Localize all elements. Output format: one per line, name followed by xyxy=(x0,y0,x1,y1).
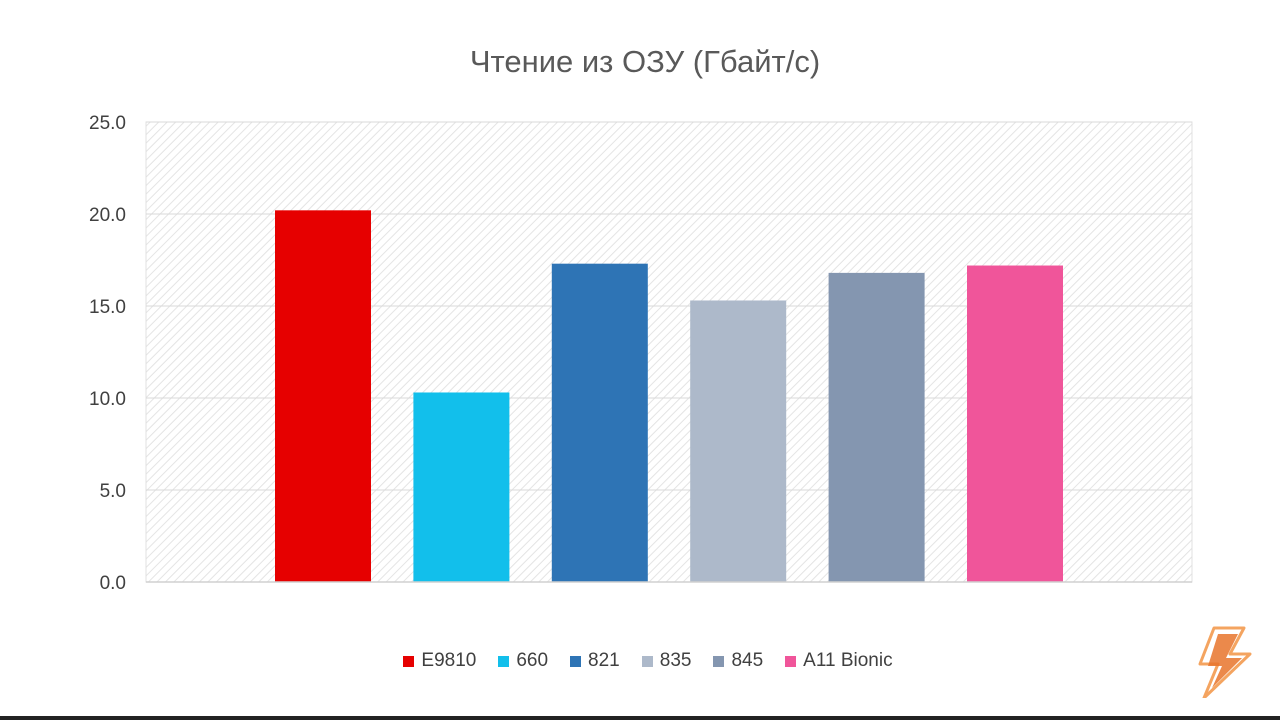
legend-label: 660 xyxy=(516,650,549,671)
y-tick-label: 5.0 xyxy=(100,481,126,502)
legend-item: A11 Bionic xyxy=(785,650,893,672)
legend-item: E9810 xyxy=(403,650,476,672)
y-axis-ticks: 0.0 5.0 10.0 15.0 20.0 25.0 xyxy=(89,113,126,594)
y-tick-label: 15.0 xyxy=(89,297,126,318)
legend-label: 835 xyxy=(659,650,692,671)
legend-swatch xyxy=(641,655,653,667)
y-tick-label: 20.0 xyxy=(89,205,126,226)
legend-swatch xyxy=(498,655,510,667)
legend-item: 835 xyxy=(641,650,692,672)
y-tick-label: 10.0 xyxy=(89,389,126,410)
legend-swatch xyxy=(403,655,415,667)
chart-title: Чтение из ОЗУ (Гбайт/с) xyxy=(469,44,821,79)
legend-label: 845 xyxy=(731,650,764,671)
legend-item: 660 xyxy=(498,650,548,672)
legend-label: 821 xyxy=(588,650,620,671)
legend-swatch xyxy=(785,655,797,667)
legend-swatch xyxy=(713,655,725,667)
legend-label: A11 Bionic xyxy=(803,650,893,671)
lightning-bolt-icon xyxy=(1198,626,1252,698)
y-tick-label: 0.0 xyxy=(100,573,126,594)
legend-item: 845 xyxy=(713,650,763,672)
bar-835 xyxy=(690,300,787,582)
bar-845 xyxy=(828,272,925,582)
bars xyxy=(275,210,1063,582)
bar-e9810 xyxy=(275,210,371,582)
bar-660 xyxy=(413,392,510,582)
bottom-divider xyxy=(0,716,1280,720)
chart-legend: E9810 660 821 835 845 A11 Bionic xyxy=(0,650,1280,672)
bar-821 xyxy=(551,263,648,582)
legend-item: 821 xyxy=(570,650,620,672)
bar-a11-bionic xyxy=(967,265,1063,582)
legend-label: E9810 xyxy=(421,650,477,671)
y-tick-label: 25.0 xyxy=(89,113,126,134)
legend-swatch xyxy=(570,655,582,667)
